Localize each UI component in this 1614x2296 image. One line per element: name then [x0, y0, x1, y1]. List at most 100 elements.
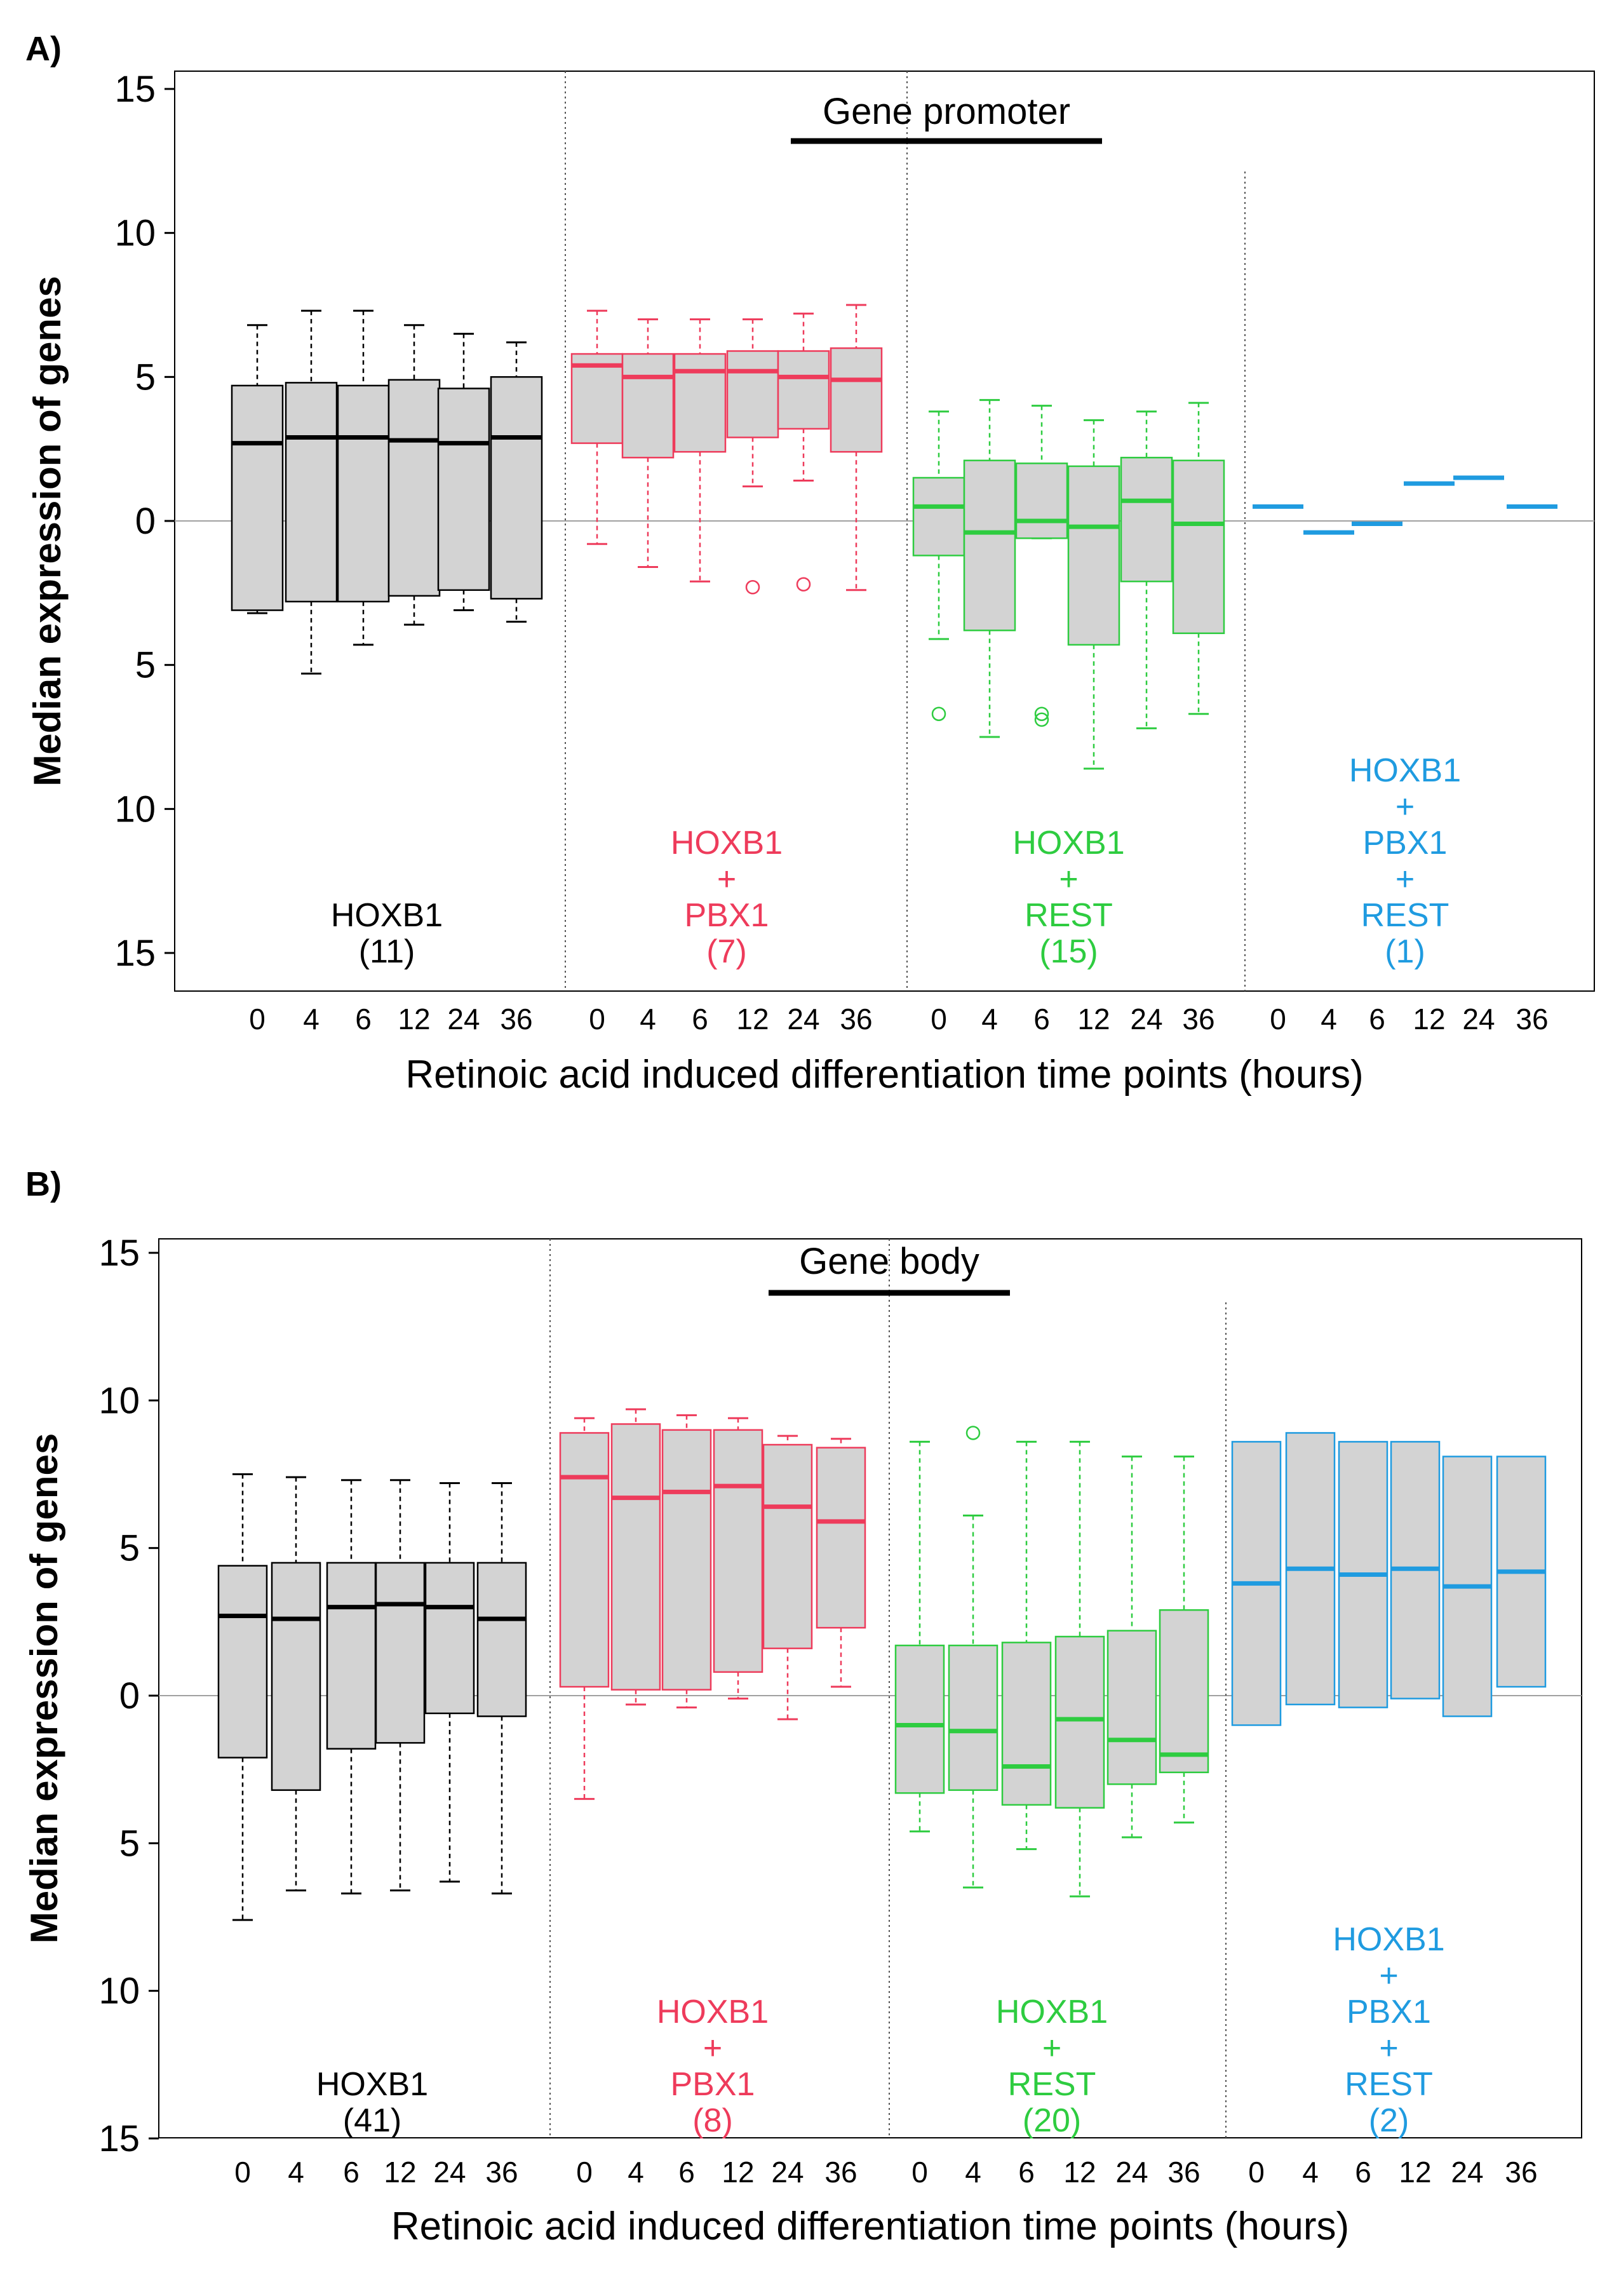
- x-tick-label: 4: [981, 1003, 998, 1036]
- x-tick-label: 6: [692, 1003, 708, 1036]
- plot-frame: [174, 71, 1595, 992]
- box: [830, 304, 883, 591]
- x-tick-label: 0: [1270, 1003, 1286, 1036]
- panel-title: Gene body: [799, 1241, 979, 1282]
- x-tick-label: 0: [931, 1003, 947, 1036]
- box: [1054, 1440, 1105, 1898]
- box: [437, 332, 490, 612]
- x-axis-label: Retinoic acid induced differentiation ti…: [391, 2205, 1349, 2248]
- y-tick-label: 10: [114, 213, 156, 254]
- panel-label: B): [25, 1165, 62, 1203]
- box-iqr: [1172, 459, 1225, 635]
- box-iqr: [621, 353, 675, 459]
- y-tick-label: 15: [114, 69, 156, 110]
- group-label: (15): [1039, 933, 1098, 970]
- y-tick-label: 5: [135, 356, 156, 398]
- box: [375, 1479, 426, 1892]
- group-label: HOXB1: [1333, 1921, 1444, 1958]
- y-tick-label: 10: [98, 1971, 140, 2012]
- box: [476, 1482, 527, 1894]
- box: [610, 1408, 661, 1706]
- group-label: HOXB1: [1012, 825, 1124, 861]
- box: [1285, 1432, 1336, 1706]
- outlier-point: [745, 580, 760, 595]
- x-axis-label: Retinoic acid induced differentiation ti…: [405, 1053, 1363, 1097]
- box-iqr: [1067, 465, 1120, 646]
- box-iqr: [816, 1447, 866, 1629]
- group-label: REST: [1008, 2066, 1096, 2103]
- box: [1015, 405, 1068, 727]
- box-iqr: [570, 353, 624, 444]
- group-label: (41): [343, 2102, 401, 2139]
- group-2: HOXB1+PBX1(8): [559, 1408, 866, 2139]
- box: [1496, 1455, 1547, 1688]
- group-label: PBX1: [671, 2066, 755, 2103]
- x-tick-label: 12: [1063, 2156, 1096, 2189]
- box: [621, 318, 675, 569]
- box-iqr: [673, 353, 727, 453]
- group-1: HOXB1(11): [231, 309, 543, 970]
- box: [661, 1414, 712, 1709]
- box-iqr: [963, 459, 1016, 631]
- group-label: (8): [692, 2102, 733, 2139]
- x-tick-label: 24: [1130, 1003, 1162, 1036]
- x-tick-label: 6: [1033, 1003, 1050, 1036]
- group-label: +: [1042, 2030, 1061, 2067]
- box: [894, 1440, 945, 1833]
- box-iqr: [424, 1562, 475, 1715]
- group-label: +: [1059, 861, 1078, 898]
- group-2: HOXB1+PBX1(7): [570, 304, 883, 970]
- x-tick-label: 4: [303, 1003, 319, 1036]
- group-4: HOXB1+PBX1+REST(1): [1253, 475, 1557, 970]
- x-tick-label: 0: [589, 1003, 605, 1036]
- box: [337, 309, 390, 646]
- x-tick-label: 24: [1462, 1003, 1495, 1036]
- box: [912, 410, 965, 721]
- box: [424, 1482, 475, 1883]
- box: [1120, 410, 1173, 729]
- box-iqr: [437, 388, 490, 591]
- y-tick-label: 0: [135, 501, 156, 542]
- x-tick-label: 36: [485, 2156, 518, 2189]
- group-label: PBX1: [685, 897, 769, 934]
- box: [1001, 1440, 1052, 1851]
- x-tick-label: 4: [640, 1003, 656, 1036]
- group-label: HOXB1: [331, 897, 443, 934]
- box-iqr: [490, 376, 543, 600]
- box-iqr: [1106, 1630, 1157, 1785]
- x-tick-label: 0: [911, 2156, 928, 2189]
- box: [1106, 1455, 1157, 1839]
- group-label: (11): [359, 933, 415, 970]
- outlier-point: [796, 577, 811, 591]
- box-iqr: [387, 379, 441, 597]
- box: [231, 324, 284, 614]
- panel-label: A): [25, 30, 62, 68]
- plot-frame: [158, 1238, 1582, 2138]
- x-tick-label: 24: [1115, 2156, 1148, 2189]
- group-3: HOXB1+REST(20): [894, 1426, 1209, 2139]
- x-tick-label: 0: [1248, 2156, 1265, 2189]
- box: [1442, 1455, 1493, 1717]
- group-label: (7): [706, 933, 747, 970]
- outlier-point: [931, 706, 946, 721]
- group-label: REST: [1361, 897, 1449, 934]
- x-tick-label: 12: [1399, 2156, 1431, 2189]
- x-tick-label: 0: [249, 1003, 266, 1036]
- box-iqr: [337, 384, 390, 603]
- box-iqr: [726, 350, 779, 438]
- group-label: +: [1379, 2030, 1398, 2067]
- x-tick-label: 0: [576, 2156, 593, 2189]
- x-tick-label: 0: [234, 2156, 251, 2189]
- box: [816, 1438, 866, 1688]
- x-tick-label: 12: [1077, 1003, 1110, 1036]
- x-tick-label: 24: [1451, 2156, 1483, 2189]
- box: [673, 318, 727, 583]
- box: [1231, 1441, 1282, 1726]
- box: [948, 1426, 999, 1889]
- x-tick-label: 6: [1355, 2156, 1371, 2189]
- box: [217, 1473, 268, 1921]
- group-label: PBX1: [1363, 825, 1448, 861]
- box: [1390, 1441, 1441, 1699]
- box-iqr: [713, 1429, 763, 1673]
- group-label: HOXB1: [1349, 752, 1461, 789]
